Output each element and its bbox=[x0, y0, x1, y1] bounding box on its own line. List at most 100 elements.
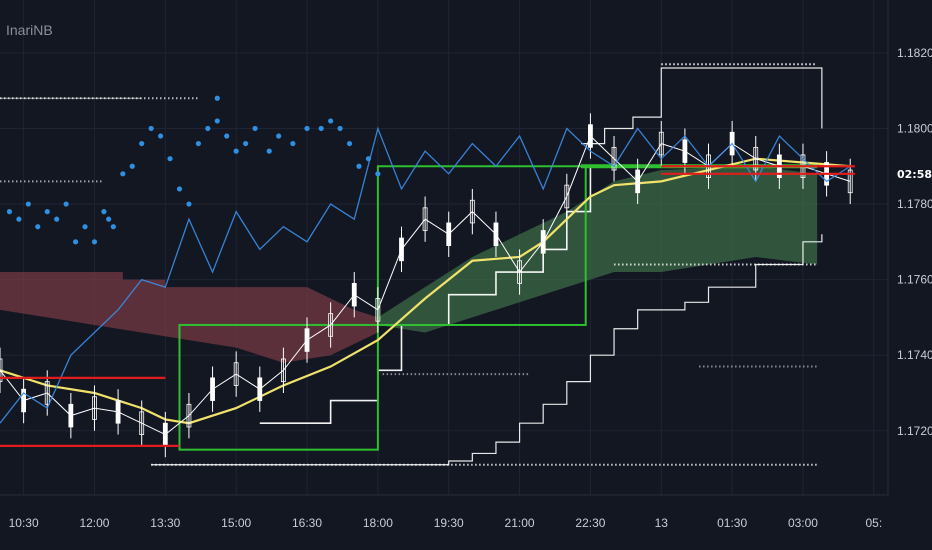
countdown-tag bbox=[889, 163, 932, 184]
band-mid bbox=[259, 165, 662, 425]
candle-body bbox=[422, 207, 428, 231]
psar-dot bbox=[346, 140, 353, 147]
psar-dot bbox=[195, 140, 201, 147]
candle-body bbox=[588, 124, 593, 148]
countdown-label: 02:58 bbox=[897, 168, 932, 181]
candle-body bbox=[21, 388, 27, 413]
candle-body bbox=[257, 377, 263, 401]
candle-body bbox=[469, 199, 475, 224]
candle-body bbox=[682, 139, 688, 163]
band-upper bbox=[580, 67, 823, 145]
psar-dot bbox=[375, 171, 381, 177]
psar-dot bbox=[205, 125, 211, 132]
y-tick-label: 1.1780 bbox=[897, 197, 932, 211]
y-tick-label: 1.1760 bbox=[897, 273, 932, 287]
candle-body bbox=[68, 403, 74, 428]
psar-dot bbox=[82, 224, 88, 230]
chart-title: InariNB bbox=[6, 22, 53, 38]
candle-body bbox=[658, 131, 664, 156]
psar-dot bbox=[63, 201, 69, 207]
candle-body bbox=[540, 230, 546, 254]
y-axis[interactable]: 1.1720 1.1740 1.1760 1.1780 1.1800 1.1820 bbox=[887, 0, 932, 495]
candle-body bbox=[139, 411, 145, 435]
candle-body bbox=[351, 282, 357, 307]
candle-body bbox=[115, 400, 121, 424]
psar-dot bbox=[356, 163, 362, 169]
psar-dot bbox=[214, 95, 220, 101]
green-box-2 bbox=[376, 165, 587, 326]
psar-dot bbox=[328, 118, 334, 124]
psar-dot bbox=[266, 148, 272, 154]
green-box-1 bbox=[178, 323, 379, 451]
x-tick-label: 22:30 bbox=[575, 516, 605, 530]
x-tick-label: 01:30 bbox=[717, 516, 747, 530]
candle-body bbox=[517, 260, 522, 284]
psar-dot bbox=[120, 171, 126, 177]
candle-body bbox=[44, 381, 50, 405]
x-axis[interactable]: 10:30 12:00 13:30 15:00 16:30 18:00 19:30 21:00… bbox=[0, 494, 888, 530]
x-tick-label: 13:30 bbox=[150, 516, 180, 530]
psar-dot bbox=[16, 216, 22, 222]
psar-dot bbox=[214, 118, 220, 124]
psar-dot bbox=[337, 125, 343, 132]
psar-dot bbox=[148, 125, 154, 132]
candle-body bbox=[0, 358, 3, 383]
candle-body bbox=[375, 298, 381, 322]
x-tick-label: 12:00 bbox=[79, 516, 109, 530]
psar-dot bbox=[44, 209, 50, 215]
x-tick-label: 13 bbox=[655, 516, 669, 530]
psar-dot bbox=[6, 209, 13, 215]
cloud-layer bbox=[0, 166, 818, 363]
candle-body bbox=[753, 146, 759, 171]
psar-dot bbox=[129, 163, 135, 169]
band-lower bbox=[151, 234, 823, 466]
psar-dot bbox=[318, 125, 324, 132]
y-tick-label: 1.1800 bbox=[897, 121, 932, 135]
candle-body bbox=[92, 396, 97, 420]
psar-dot bbox=[25, 201, 31, 207]
psar-dot bbox=[139, 140, 145, 147]
psar-dot bbox=[233, 148, 239, 154]
candle-body bbox=[399, 237, 404, 262]
psar-dot bbox=[276, 133, 282, 139]
candle-body bbox=[162, 422, 168, 447]
x-tick-label: 03:00 bbox=[788, 516, 818, 530]
candle-body bbox=[233, 362, 239, 386]
psar-dot bbox=[252, 125, 258, 132]
psar-dot bbox=[290, 140, 296, 147]
psar-dot bbox=[110, 224, 116, 230]
psar-dot bbox=[91, 239, 98, 245]
x-tick-label: 18:00 bbox=[363, 516, 393, 530]
psar-dot bbox=[243, 140, 249, 147]
x-tick-label: 05: bbox=[865, 516, 882, 530]
candle-body bbox=[635, 169, 641, 194]
psar-dot bbox=[54, 216, 60, 222]
psar-dot bbox=[304, 125, 310, 132]
y-tick-label: 1.1820 bbox=[897, 46, 932, 60]
candle-body bbox=[493, 222, 499, 247]
band-layer bbox=[0, 63, 823, 466]
psar-dot bbox=[106, 216, 112, 222]
candle-body bbox=[304, 328, 310, 352]
cloud-bull bbox=[377, 166, 818, 333]
x-tick-label: 15:00 bbox=[221, 516, 251, 530]
dot-layer bbox=[6, 95, 381, 245]
candle-body bbox=[186, 403, 192, 428]
candle-body bbox=[328, 313, 334, 337]
psar-dot bbox=[176, 186, 183, 192]
psar-dot bbox=[101, 209, 107, 215]
candle-body bbox=[847, 169, 853, 194]
candle-body bbox=[446, 222, 452, 247]
candle-body bbox=[564, 184, 570, 209]
x-tick-label: 16:30 bbox=[292, 516, 322, 530]
candle-body bbox=[281, 358, 286, 383]
overlay-layer: 02:58 bbox=[0, 163, 932, 447]
psar-dot bbox=[167, 156, 173, 162]
y-tick-label: 1.1740 bbox=[897, 348, 932, 362]
x-tick-label: 10:30 bbox=[9, 516, 39, 530]
psar-dot bbox=[224, 133, 230, 139]
cloud-bear bbox=[0, 272, 378, 363]
series-ema bbox=[0, 157, 851, 425]
candle-body bbox=[611, 146, 617, 171]
